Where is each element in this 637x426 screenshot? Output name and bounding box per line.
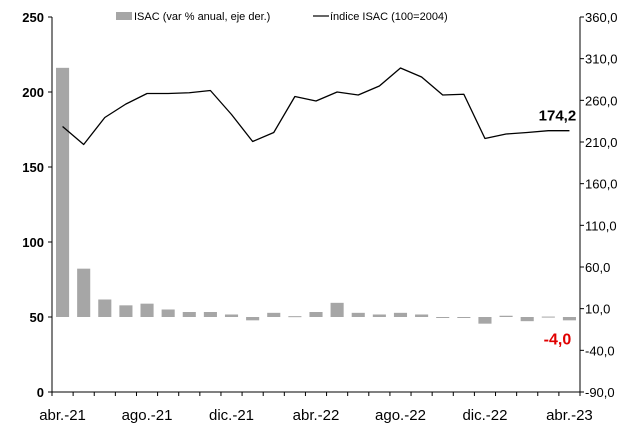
x-tick-label: abr.-22 [293, 407, 340, 424]
plot-frame [51, 17, 581, 393]
right-tick-label: 160,0 [585, 177, 618, 192]
bar [203, 312, 217, 317]
x-tick-label: dic.-22 [462, 407, 507, 424]
left-axis-ticks: 0 50 100 150 200 250 [22, 10, 52, 400]
left-tick-label: 100 [22, 235, 44, 250]
bar [98, 299, 112, 317]
right-tick-label: -40,0 [585, 343, 615, 358]
bar [246, 317, 260, 321]
left-tick-label: 200 [22, 85, 44, 100]
bar [541, 316, 555, 318]
line-series [62, 67, 570, 146]
bar [499, 315, 513, 317]
bar [309, 312, 323, 317]
right-tick-label: -90,0 [585, 385, 615, 400]
bar [393, 312, 408, 317]
x-tick-label: abr.-23 [546, 407, 593, 424]
bar [140, 303, 154, 317]
right-tick-label: 60,0 [585, 260, 610, 275]
x-tick-label: abr.-21 [39, 407, 86, 424]
bar [56, 67, 70, 317]
bar [119, 305, 133, 317]
right-tick-label: 10,0 [585, 302, 610, 317]
x-axis-ticks: abr.-21 ago.-21 dic.-21 abr.-22 ago.-22 dic.-… [39, 392, 593, 424]
bar-series [56, 67, 576, 324]
right-axis-ticks: -90,0 -40,0 10,0 60,0 110,0 160,0 210,0 260,0 31… [580, 10, 618, 400]
legend-label-bar: ISAC (var % anual, eje der.) [134, 11, 270, 23]
x-tick-label: dic.-21 [209, 407, 254, 424]
bar [562, 317, 576, 321]
line-path [62, 67, 570, 146]
bar [267, 312, 281, 317]
bar [182, 312, 196, 317]
right-tick-label: 310,0 [585, 52, 618, 67]
right-tick-label: 360,0 [585, 10, 618, 25]
bar-last-value-label: -4,0 [544, 331, 572, 348]
bar [288, 316, 302, 318]
x-tick-label: ago.-21 [122, 407, 173, 424]
bar [415, 314, 429, 317]
bar [520, 317, 534, 322]
bar [351, 312, 365, 317]
legend: ISAC (var % anual, eje der.) índice ISAC… [116, 11, 448, 23]
bar [372, 314, 386, 317]
legend-label-line: índice ISAC (100=2004) [330, 11, 448, 23]
right-tick-label: 110,0 [585, 218, 617, 233]
bar [330, 302, 344, 317]
line-last-value-label: 174,2 [539, 108, 577, 125]
left-tick-label: 0 [37, 385, 44, 400]
bar [161, 309, 175, 317]
right-tick-label: 260,0 [585, 93, 618, 108]
bar [457, 317, 471, 318]
legend-swatch-bar [116, 12, 132, 20]
bar [224, 314, 239, 317]
right-tick-label: 210,0 [585, 135, 618, 150]
bar [436, 317, 450, 318]
left-tick-label: 250 [22, 10, 44, 25]
left-tick-label: 150 [22, 160, 44, 175]
x-tick-label: ago.-22 [375, 407, 426, 424]
bar [77, 268, 91, 317]
left-tick-label: 50 [30, 310, 44, 325]
bar [478, 317, 492, 324]
